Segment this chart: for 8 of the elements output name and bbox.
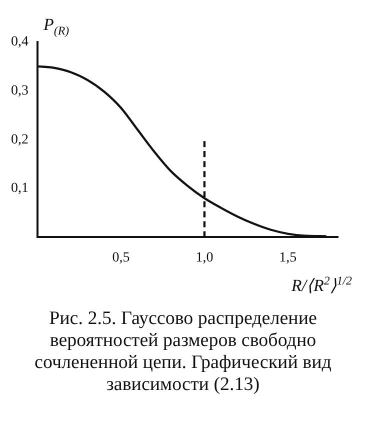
x-tick-label: 0,5 [112, 250, 130, 266]
text: Рис. 2.5. Гауссово распределение вероятностей размеров свободно сочлененной цепи. Графический вид зависимости (2.13) [34, 308, 332, 396]
y-tick-label: 0,1 [11, 181, 28, 196]
y-tick-label: 0,3 [11, 83, 28, 98]
y-tick-label: 0,4 [11, 34, 28, 50]
x-tick-label: 1,5 [279, 250, 297, 266]
x-tick-label: 1,0 [196, 250, 214, 266]
y-tick-label: 0,2 [11, 132, 28, 148]
